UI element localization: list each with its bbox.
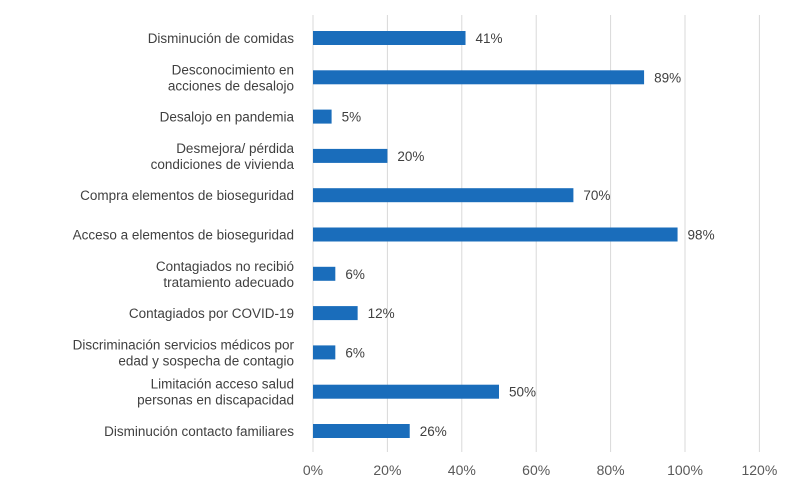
category-label: acciones de desalojo xyxy=(168,78,294,93)
data-label: 12% xyxy=(368,306,395,321)
bar xyxy=(313,306,358,321)
bar xyxy=(313,227,678,242)
data-label: 50% xyxy=(509,385,536,400)
data-label: 6% xyxy=(345,345,365,360)
bar xyxy=(313,70,645,85)
bar xyxy=(313,384,499,399)
category-label: Contagiados no recibió xyxy=(156,259,294,274)
bar xyxy=(313,345,336,360)
category-label: Limitación acceso salud xyxy=(151,377,294,392)
bar xyxy=(313,266,336,281)
x-tick-label: 20% xyxy=(373,462,401,478)
data-label: 41% xyxy=(476,31,503,46)
data-label: 98% xyxy=(688,228,715,243)
category-label: Disminución contacto familiares xyxy=(104,424,294,439)
category-label: Disminución de comidas xyxy=(148,31,295,46)
data-label: 26% xyxy=(420,424,447,439)
category-label: edad y sospecha de contagio xyxy=(118,353,294,368)
x-tick-label: 120% xyxy=(741,462,777,478)
category-label: Compra elementos de bioseguridad xyxy=(80,188,294,203)
category-label: Desalojo en pandemia xyxy=(160,110,295,125)
data-label: 89% xyxy=(654,70,681,85)
category-label: tratamiento adecuado xyxy=(163,275,294,290)
bar xyxy=(313,424,410,438)
category-label: Desmejora/ pérdida xyxy=(176,141,294,156)
data-label: 20% xyxy=(397,149,424,164)
data-label: 5% xyxy=(342,110,362,125)
category-label: Contagiados por COVID-19 xyxy=(129,306,294,321)
x-tick-label: 40% xyxy=(448,462,476,478)
x-tick-label: 80% xyxy=(597,462,625,478)
category-label: personas en discapacidad xyxy=(137,393,294,408)
bar xyxy=(313,148,388,163)
bar xyxy=(313,31,466,45)
category-label: Acceso a elementos de bioseguridad xyxy=(73,228,294,243)
category-label: Desconocimiento en xyxy=(172,62,294,77)
x-tick-label: 60% xyxy=(522,462,550,478)
category-label: Discriminación servicios médicos por xyxy=(73,337,295,352)
data-label: 70% xyxy=(583,188,610,203)
bar xyxy=(313,109,332,124)
category-label: condiciones de vivienda xyxy=(151,157,295,172)
x-tick-label: 100% xyxy=(667,462,703,478)
data-label: 6% xyxy=(345,267,365,282)
x-tick-label: 0% xyxy=(303,462,323,478)
bar xyxy=(313,188,574,203)
